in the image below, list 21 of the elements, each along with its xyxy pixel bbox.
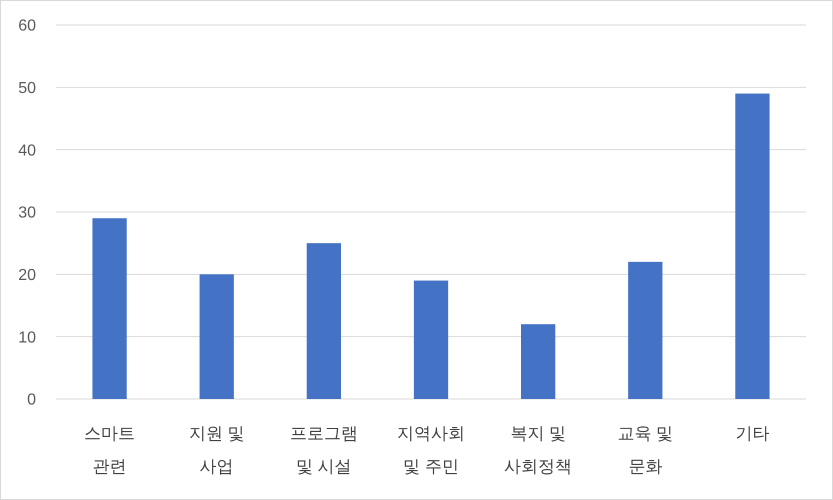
y-tick-label: 60 [18, 18, 36, 35]
x-tick-label: 지역사회 및 주민 [397, 424, 465, 476]
x-tick-label: 프로그램 및 시설 [290, 424, 358, 476]
bar [521, 324, 556, 399]
bar [628, 262, 662, 399]
x-tick-label: 지원 및 사업 [188, 424, 245, 476]
x-tick-label: 스마트 관련 [84, 424, 136, 476]
y-tick-label: 40 [18, 142, 36, 160]
x-tick-label: 기타 [735, 424, 770, 443]
bar [306, 243, 341, 399]
y-tick-label: 0 [27, 392, 36, 409]
y-tick-label: 30 [18, 204, 36, 222]
y-tick-label: 20 [18, 266, 36, 284]
bar [200, 274, 234, 399]
x-tick-label: 교육 및 문화 [617, 424, 674, 476]
bar [735, 94, 770, 399]
x-tick-label: 복지 및 사회정책 [504, 424, 572, 476]
y-tick-label: 10 [18, 329, 36, 346]
y-tick-label: 50 [18, 80, 36, 97]
bar [92, 218, 127, 399]
bar [414, 280, 448, 399]
